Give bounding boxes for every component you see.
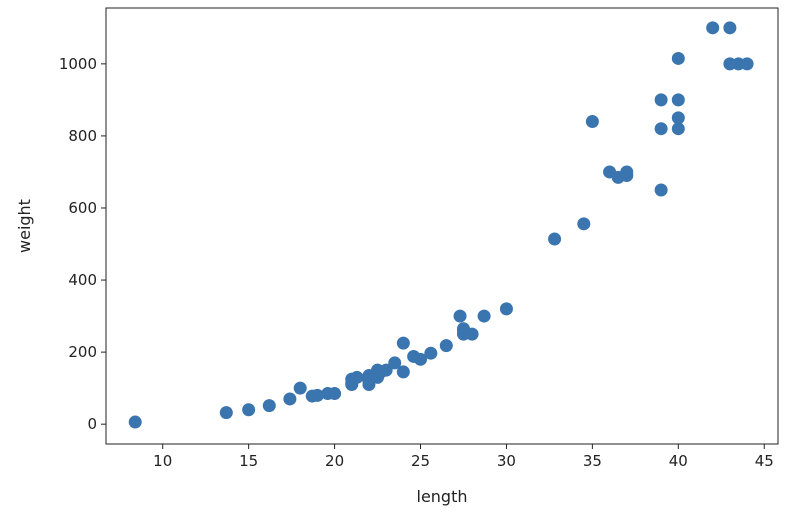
x-tick-label: 30 [497, 452, 516, 470]
data-point [293, 381, 307, 395]
data-point [548, 232, 562, 246]
data-point [477, 309, 491, 323]
data-point [671, 111, 685, 125]
data-point [465, 327, 479, 341]
y-tick-label: 600 [68, 199, 97, 217]
data-point [424, 346, 438, 360]
data-point [439, 339, 453, 353]
data-point [654, 122, 668, 136]
data-point [453, 309, 467, 323]
x-axis-title: length [417, 487, 468, 506]
data-point [396, 365, 410, 379]
data-point [388, 356, 402, 370]
data-point [396, 336, 410, 350]
data-point [379, 363, 393, 377]
data-point [620, 169, 634, 183]
y-tick-label: 1000 [59, 55, 97, 73]
x-tick-label: 25 [411, 452, 430, 470]
y-tick-label: 0 [87, 415, 97, 433]
y-axis-title: weight [15, 199, 34, 253]
x-tick-label: 20 [325, 452, 344, 470]
data-point [242, 403, 256, 417]
data-point [654, 93, 668, 107]
data-point [414, 352, 428, 366]
data-point [262, 399, 276, 413]
data-points [128, 21, 754, 429]
data-point [283, 392, 297, 406]
data-point [350, 370, 364, 384]
x-axis: 10 15 20 25 30 35 40 45 [153, 444, 774, 470]
y-tick-label: 200 [68, 343, 97, 361]
data-point [310, 388, 324, 402]
y-tick-label: 800 [68, 127, 97, 145]
data-point [499, 302, 513, 316]
data-point [671, 51, 685, 65]
x-tick-label: 10 [153, 452, 172, 470]
data-point [603, 165, 617, 179]
data-point [706, 21, 720, 35]
x-tick-label: 45 [755, 452, 774, 470]
data-point [723, 21, 737, 35]
plot-area [105, 7, 779, 445]
data-point [654, 183, 668, 197]
data-point [219, 406, 233, 420]
data-point [362, 378, 376, 392]
y-tick-label: 400 [68, 271, 97, 289]
x-tick-label: 35 [583, 452, 602, 470]
data-point [740, 57, 754, 71]
data-point [671, 93, 685, 107]
y-axis: 0 200 400 600 800 1000 [59, 55, 106, 433]
x-tick-label: 15 [239, 452, 258, 470]
data-point [585, 115, 599, 129]
data-point [328, 387, 342, 401]
x-tick-label: 40 [669, 452, 688, 470]
data-point [671, 122, 685, 136]
data-point [128, 415, 142, 429]
data-point [577, 217, 591, 231]
